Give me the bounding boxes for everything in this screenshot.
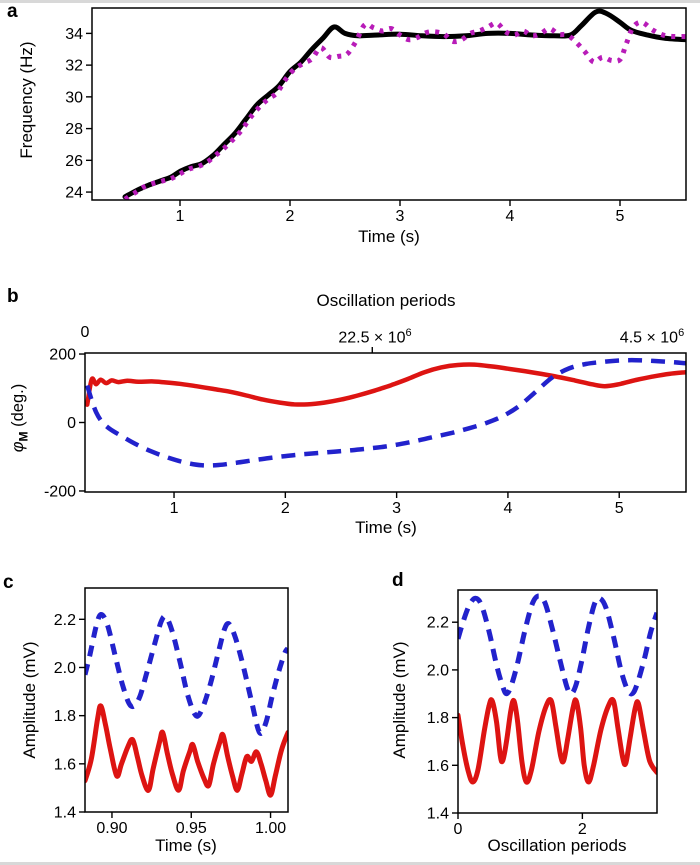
top-tick-right-base: 4.5 × 10 bbox=[619, 329, 679, 347]
svg-text:28: 28 bbox=[65, 121, 83, 138]
panel-d-ylabel: Amplitude (mV) bbox=[390, 641, 409, 759]
phi-symbol: φ bbox=[9, 441, 27, 453]
svg-text:4: 4 bbox=[503, 500, 512, 517]
svg-text:2.0: 2.0 bbox=[427, 662, 449, 679]
panel-a-letter: a bbox=[7, 1, 18, 22]
svg-text:30: 30 bbox=[65, 89, 83, 106]
svg-text:-200: -200 bbox=[44, 483, 76, 500]
panel-b-top-tick-zero: 0 bbox=[80, 324, 90, 341]
svg-text:1.6: 1.6 bbox=[54, 756, 76, 773]
svg-text:32: 32 bbox=[65, 58, 83, 75]
panel-b-top-axis-title: Oscillation periods bbox=[316, 291, 456, 310]
bottom-edge-divider bbox=[0, 862, 700, 865]
svg-text:2: 2 bbox=[578, 821, 587, 838]
panel-a-xlabel: Time (s) bbox=[358, 227, 420, 246]
phi-unit: (deg.) bbox=[9, 383, 27, 432]
svg-text:2.0: 2.0 bbox=[54, 660, 76, 677]
panel-b-ylabel: φM (deg.) bbox=[7, 308, 31, 528]
svg-text:2.2: 2.2 bbox=[427, 615, 449, 632]
phi-subscript: M bbox=[16, 431, 31, 442]
svg-text:1.00: 1.00 bbox=[255, 820, 286, 837]
top-edge-divider bbox=[0, 0, 700, 3]
svg-text:200: 200 bbox=[49, 347, 76, 364]
svg-text:1.4: 1.4 bbox=[427, 806, 449, 823]
svg-text:1.6: 1.6 bbox=[427, 758, 449, 775]
svg-text:0.90: 0.90 bbox=[96, 820, 127, 837]
svg-text:0.95: 0.95 bbox=[176, 820, 207, 837]
svg-text:5: 5 bbox=[615, 500, 624, 517]
svg-text:24: 24 bbox=[65, 185, 83, 202]
top-tick-middle-exponent: 6 bbox=[405, 327, 412, 339]
top-tick-right-exponent: 6 bbox=[678, 327, 685, 339]
svg-text:26: 26 bbox=[65, 153, 83, 170]
svg-text:1: 1 bbox=[176, 208, 185, 225]
panel-d-letter: d bbox=[392, 570, 404, 591]
panel-b-letter: b bbox=[7, 286, 19, 307]
svg-text:0: 0 bbox=[454, 821, 463, 838]
svg-text:1.4: 1.4 bbox=[54, 805, 76, 822]
panel-b-xlabel: Time (s) bbox=[355, 518, 417, 537]
svg-text:2: 2 bbox=[286, 208, 295, 225]
svg-text:3: 3 bbox=[392, 500, 401, 517]
panel-a-ylabel: Frequency (Hz) bbox=[17, 41, 36, 159]
svg-text:3: 3 bbox=[396, 208, 405, 225]
svg-text:5: 5 bbox=[616, 208, 625, 225]
panel-c-ylabel: Amplitude (mV) bbox=[20, 641, 39, 759]
svg-text:4: 4 bbox=[506, 208, 515, 225]
svg-text:1.8: 1.8 bbox=[427, 710, 449, 727]
svg-text:0: 0 bbox=[67, 415, 76, 432]
svg-text:34: 34 bbox=[65, 26, 83, 43]
panel-b-top-tick-right: 4.5 × 106 bbox=[597, 324, 700, 347]
panel-d-xlabel: Oscillation periods bbox=[487, 836, 627, 855]
panel-c-letter: c bbox=[3, 572, 14, 593]
panel-b-top-tick-middle: 22.5 × 106 bbox=[320, 324, 430, 347]
top-tick-middle-base: 22.5 × 10 bbox=[338, 329, 406, 347]
svg-text:1: 1 bbox=[170, 500, 179, 517]
svg-text:2: 2 bbox=[281, 500, 290, 517]
panel-c-xlabel: Time (s) bbox=[155, 836, 217, 855]
svg-text:1.8: 1.8 bbox=[54, 708, 76, 725]
svg-text:2.2: 2.2 bbox=[54, 612, 76, 629]
